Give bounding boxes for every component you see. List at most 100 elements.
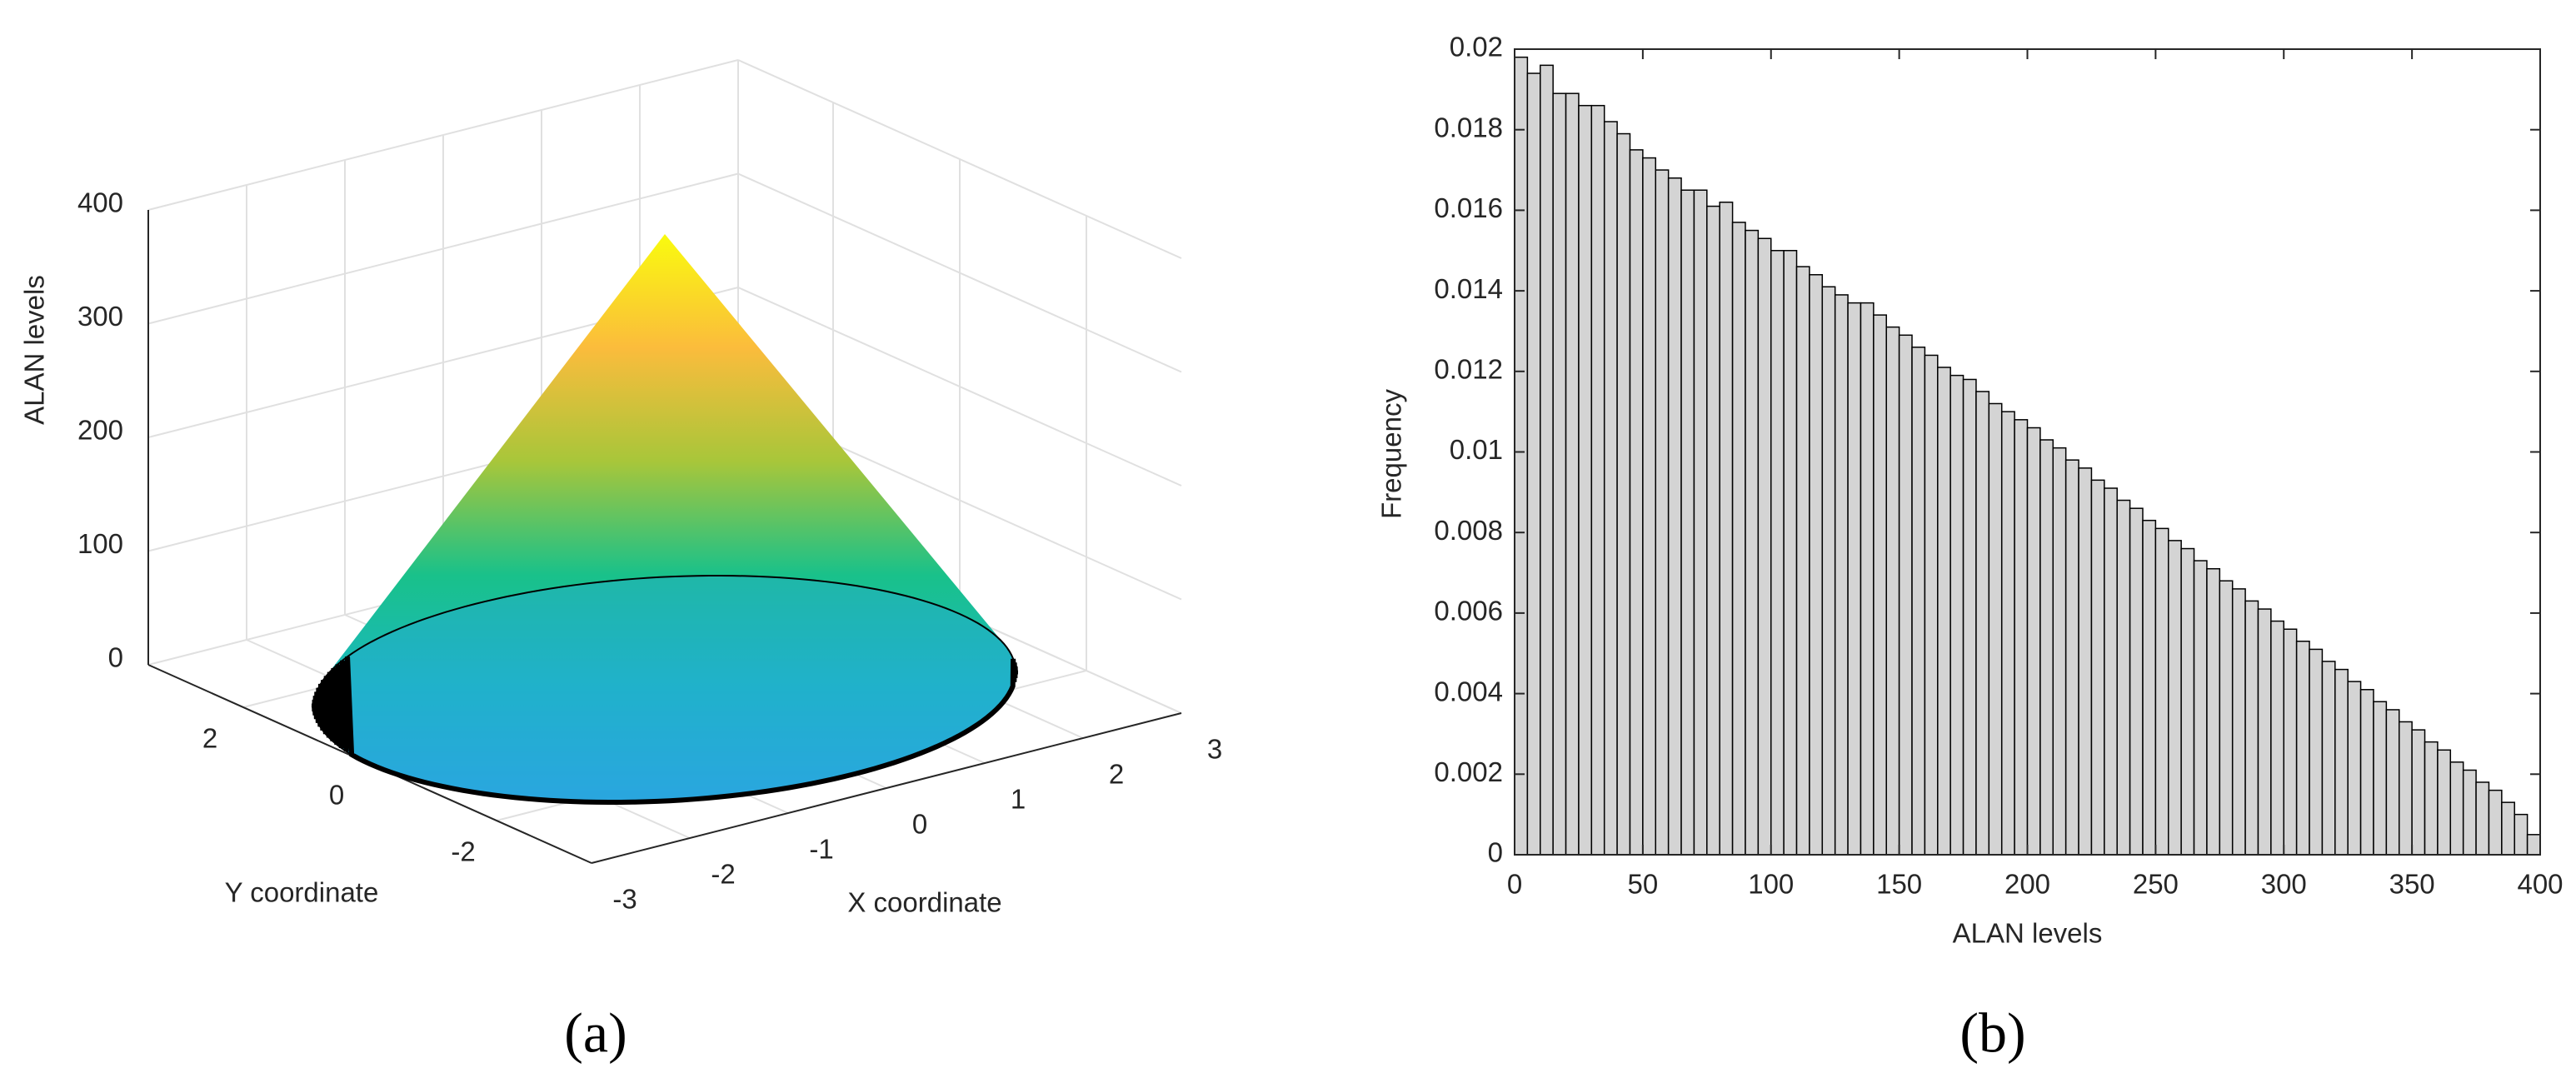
y-tick-label: 0.02 <box>1450 32 1503 62</box>
bar <box>1565 92 1580 856</box>
bar <box>2052 447 2067 856</box>
grid-line <box>147 59 739 211</box>
bar <box>2309 648 2324 856</box>
bar <box>2142 519 2157 856</box>
bar <box>2347 681 2362 856</box>
y-tick-label: 0.018 <box>1434 112 1503 142</box>
bar <box>2257 608 2272 856</box>
y-tick-label: 0 <box>1488 837 1503 868</box>
bar <box>1590 104 1605 856</box>
x-tick-label: 3 <box>1207 734 1222 765</box>
y-tick-label: 0.01 <box>1450 434 1503 465</box>
bar <box>2206 567 2221 856</box>
bar <box>1770 250 1785 856</box>
x-tick-label: -1 <box>809 834 833 865</box>
bar <box>2116 499 2131 856</box>
y-tick-label: 0.008 <box>1434 515 1503 546</box>
y-axis-label: Y coordinate <box>225 877 379 908</box>
y-tick-label: 0 <box>329 780 344 811</box>
bar <box>1885 326 1900 856</box>
y-tick-label: -2 <box>451 836 475 867</box>
y-tick-label: 0.006 <box>1434 596 1503 626</box>
bar <box>1552 92 1567 856</box>
x-tick-label: 300 <box>2261 869 2307 900</box>
grid-line <box>737 172 1182 373</box>
y-tick-label: 0.016 <box>1434 192 1503 223</box>
grid-line <box>147 172 739 325</box>
x-tick-label: 0 <box>912 809 927 840</box>
bar <box>1693 189 1708 856</box>
x-tick-label: -2 <box>711 859 735 890</box>
bar <box>1616 132 1631 856</box>
bar <box>2501 801 2515 856</box>
bar <box>1783 250 1798 856</box>
bar <box>2462 769 2477 856</box>
bar <box>2295 640 2310 856</box>
bar <box>2385 709 2400 856</box>
bar <box>2398 721 2413 856</box>
bar <box>1731 222 1746 856</box>
bar <box>1809 274 1824 856</box>
bar <box>2373 701 2388 856</box>
bar <box>2000 411 2015 856</box>
x-tick-label: 350 <box>2389 869 2435 900</box>
bar <box>1988 402 2003 856</box>
bar <box>2014 419 2029 856</box>
bar <box>1834 294 1849 856</box>
bar <box>2244 600 2259 856</box>
bar <box>1898 334 1913 856</box>
x-tick-label: -3 <box>612 884 637 915</box>
bar <box>2514 813 2529 856</box>
bar <box>2039 439 2054 856</box>
bar <box>2193 560 2208 856</box>
x-tick-label: 2 <box>1109 759 1124 790</box>
x-axis-label: X coordinate <box>847 887 1001 918</box>
caption: (b) <box>1959 1001 2025 1065</box>
x-tick-label: 250 <box>2133 869 2179 900</box>
x-tick-label: 150 <box>1876 869 1922 900</box>
bar <box>1937 367 1951 856</box>
z-tick-label: 100 <box>77 528 123 559</box>
bar <box>2411 729 2426 856</box>
bar <box>2180 547 2195 856</box>
bar <box>1975 391 1990 856</box>
y-tick-label: 0.012 <box>1434 354 1503 385</box>
bar <box>1795 266 1810 856</box>
x-tick-label: 400 <box>2517 869 2563 900</box>
bar <box>1540 64 1554 856</box>
bar <box>2064 459 2079 856</box>
bar <box>1514 56 1529 856</box>
y-tick-label: 0.002 <box>1434 756 1503 787</box>
bar <box>1860 302 1875 856</box>
bar <box>1655 169 1670 856</box>
x-tick-label: 1 <box>1011 784 1026 815</box>
bar <box>2129 507 2144 856</box>
bar <box>2449 761 2464 856</box>
bar <box>2424 741 2439 856</box>
bar <box>2090 479 2105 856</box>
x-axis-label: ALAN levels <box>1953 918 2103 949</box>
bar <box>1924 354 1939 856</box>
bar <box>1745 229 1760 856</box>
bar <box>2231 588 2246 856</box>
grid-line <box>737 287 1182 487</box>
caption: (a) <box>564 1001 627 1065</box>
bar <box>2359 689 2374 856</box>
bar <box>1680 189 1695 856</box>
bar <box>2334 668 2349 856</box>
z-tick-label: 400 <box>77 187 123 218</box>
bar <box>1706 205 1720 856</box>
grid-line <box>737 59 1182 259</box>
cone-base-edge <box>311 656 1019 806</box>
bar <box>1667 177 1682 856</box>
x-tick-label: 50 <box>1628 869 1659 900</box>
bar <box>1873 314 1887 856</box>
axis-line <box>591 712 1182 864</box>
bar <box>2475 781 2490 856</box>
bar <box>2321 661 2336 856</box>
bar <box>1603 121 1618 856</box>
bar <box>2026 427 2041 856</box>
bar <box>2488 789 2503 856</box>
bar <box>1578 104 1593 856</box>
bar <box>1962 378 1977 856</box>
